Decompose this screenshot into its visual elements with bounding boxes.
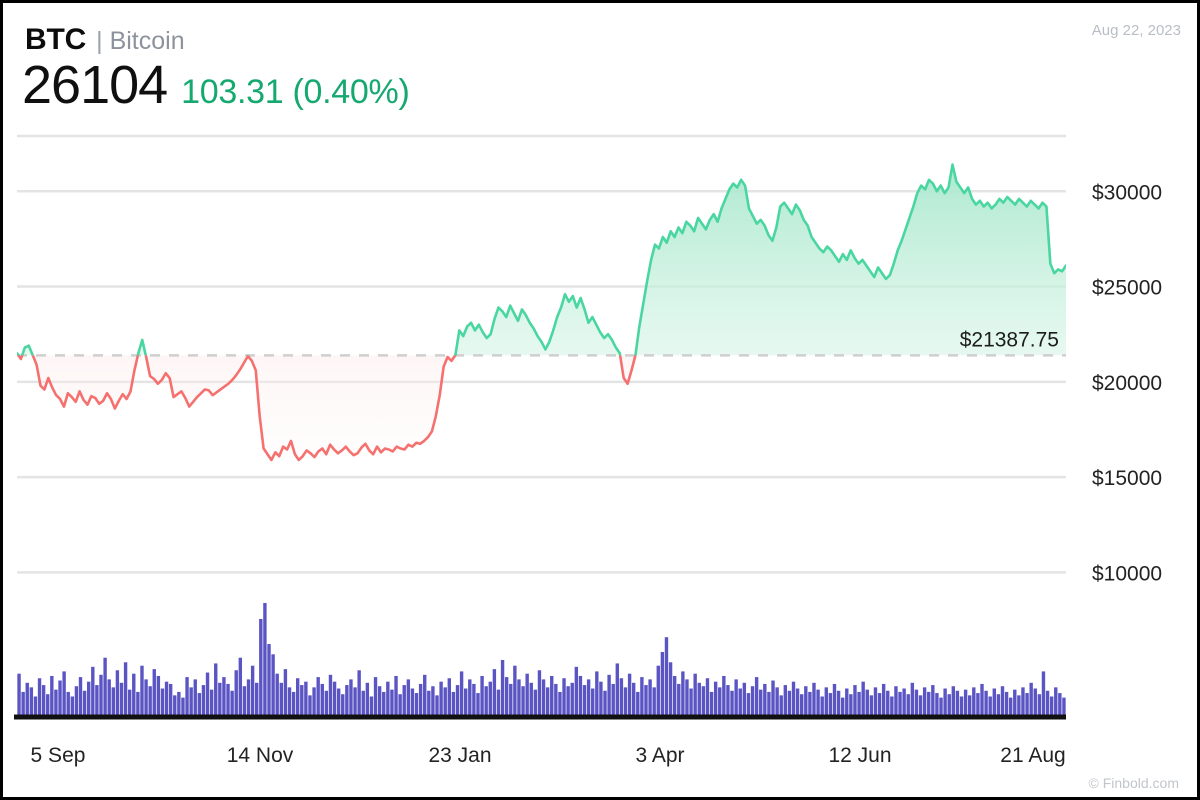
- y-axis-tick: $20000: [1092, 372, 1162, 395]
- title-separator: |: [96, 27, 103, 55]
- chart-area: $30000 $25000 $20000 $15000 $10000 5 Sep 14 N…: [3, 121, 1197, 797]
- x-axis-tick: 23 Jan: [428, 744, 491, 767]
- volume-bars: [17, 603, 1066, 717]
- watermark: © Finbold.com: [1088, 775, 1179, 791]
- chart-date: Aug 22, 2023: [1091, 22, 1181, 39]
- y-axis-labels: $30000 $25000 $20000 $15000 $10000: [1092, 181, 1162, 585]
- x-axis-tick: 5 Sep: [31, 744, 86, 767]
- price-area-fill: [17, 164, 1066, 460]
- price-change: 103.31 (0.40%): [181, 73, 410, 111]
- y-axis-tick: $25000: [1092, 277, 1162, 300]
- y-axis-tick: $10000: [1092, 562, 1162, 585]
- price-volume-chart: $30000 $25000 $20000 $15000 $10000 5 Sep 14 N…: [14, 134, 1162, 767]
- x-axis-tick: 14 Nov: [227, 744, 294, 767]
- x-axis-tick: 21 Aug: [1000, 744, 1065, 767]
- x-axis-tick: 3 Apr: [635, 744, 684, 767]
- y-axis-tick: $15000: [1092, 467, 1162, 490]
- y-axis-tick: $30000: [1092, 181, 1162, 204]
- asset-name: Bitcoin: [109, 27, 185, 55]
- baseline-price-annotation: $21387.75: [960, 328, 1059, 351]
- baseline-price-label: $21387.75: [960, 328, 1059, 351]
- current-price: 26104: [22, 55, 168, 115]
- price-line: [17, 163, 1066, 462]
- x-axis-tick: 12 Jun: [828, 744, 891, 767]
- x-axis-labels: 5 Sep 14 Nov 23 Jan 3 Apr 12 Jun 21 Aug: [31, 744, 1066, 767]
- price-summary: 26104 103.31 (0.40%): [22, 55, 410, 115]
- asset-title: BTC | Bitcoin: [25, 23, 185, 57]
- ticker-symbol: BTC: [25, 23, 87, 56]
- chart-header: BTC | Bitcoin 26104 103.31 (0.40%) Aug 2…: [3, 3, 1197, 121]
